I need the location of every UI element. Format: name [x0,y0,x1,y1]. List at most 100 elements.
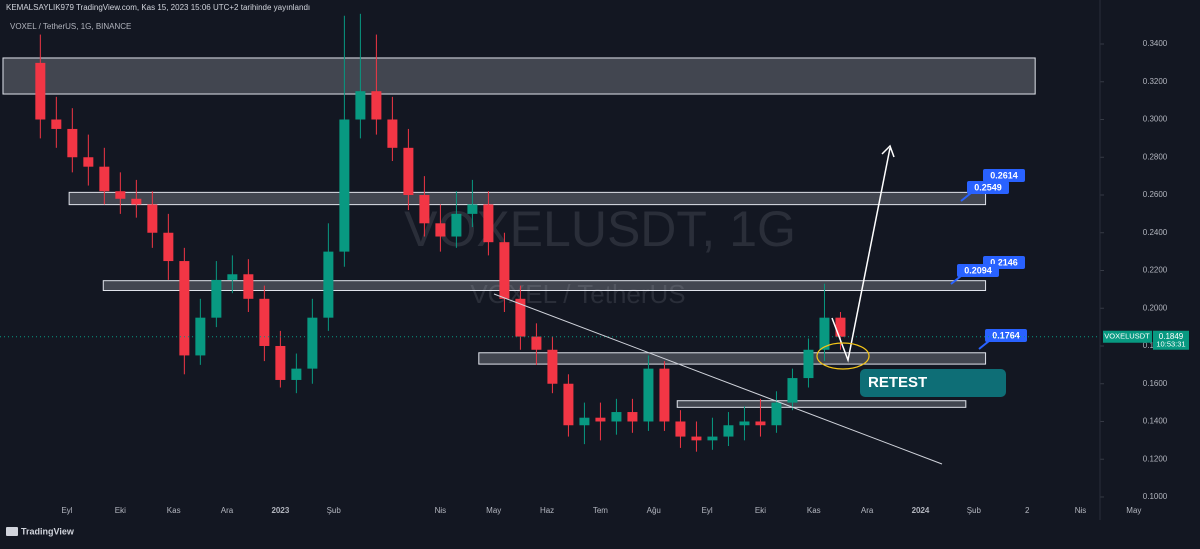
y-tick-label: 0.2000 [1143,303,1168,312]
x-tick-label: Nis [435,506,447,515]
candle-body [595,417,606,422]
callout-label: 0.2146 [990,257,1018,267]
retest-ellipse [816,342,870,370]
callout-label: 0.1764 [992,330,1020,340]
x-tick-label: 2023 [271,506,289,515]
candle-body [675,421,686,437]
callout-pointer [950,275,962,285]
candle-body [179,261,190,356]
plot: 0.10000.12000.14000.16000.18000.20000.22… [0,0,1189,520]
candle-body [723,425,734,437]
candle-body [371,91,382,120]
retest-box [860,369,1006,397]
footer-brand: TradingView [21,526,75,536]
projection-arrow [831,147,891,363]
callout-label: 0.2094 [964,265,992,275]
candle-body [627,412,638,422]
x-tick-label: Eyl [702,506,713,515]
candle-body [755,421,766,426]
candle-body [275,345,286,380]
candle-body [339,119,350,252]
y-tick-label: 0.1600 [1143,379,1168,388]
candle-body [83,157,94,167]
x-tick-label: Ağu [647,506,661,515]
last-price-box [1153,330,1189,350]
candle-body [115,191,126,199]
x-tick-label: Kas [167,506,181,515]
x-tick-label: Şub [967,506,982,515]
callout-box [957,264,999,277]
candle-body [387,119,398,148]
candle-body [211,279,222,318]
callout-box [983,169,1025,182]
candle-body [99,166,110,192]
candle-body [803,349,814,379]
x-tick-label: May [1126,506,1141,515]
zone [478,352,987,365]
candle-body [291,368,302,380]
y-tick-label: 0.1400 [1143,417,1168,426]
zone [102,280,987,291]
candle-body [131,198,142,205]
candle-body [67,128,78,158]
callout-label: 0.2549 [974,182,1002,192]
candle-body [35,62,46,120]
callout-box [967,181,1009,194]
candle-body [739,421,750,426]
x-tick-label: 2024 [912,506,930,515]
candle-body [515,298,526,337]
candle-body [611,412,622,422]
candle-body [243,274,254,299]
watermark: VOXELUSDT, 1G [404,201,796,257]
candle-body [579,417,590,426]
last-price-name: VOXELUSDT [1104,332,1150,341]
x-tick-label: 2 [1025,506,1030,515]
y-tick-label: 0.2200 [1143,266,1168,275]
y-tick-label: 0.2800 [1143,152,1168,161]
candle-body [403,147,414,195]
candle-body [563,383,574,426]
logo [6,527,18,536]
y-tick-label: 0.3200 [1143,77,1168,86]
callout-pointer [960,192,972,202]
candle-body [819,317,830,350]
candle-body [547,349,558,384]
x-tick-label: May [486,506,501,515]
y-tick-label: 0.2600 [1143,190,1168,199]
symbol-line: VOXEL / TetherUS, 1G, BINANCE [10,22,131,31]
x-tick-label: Ara [221,506,234,515]
candle-body [419,194,430,224]
callout-box [985,329,1027,342]
zone [676,400,967,408]
zone [68,191,987,206]
candle-body [643,368,654,422]
candle-body [259,298,270,346]
callout-label: 0.2614 [990,170,1018,180]
x-tick-label: Haz [540,506,554,515]
x-tick-label: Eki [115,506,126,515]
x-tick-label: Nis [1075,506,1087,515]
y-tick-label: 0.3000 [1143,115,1168,124]
candle-body [307,317,318,369]
last-price-label: 0.1849 [1159,332,1184,341]
callout-pointer [978,340,990,350]
countdown: 10:53:31 [1156,340,1185,349]
candle-body [691,436,702,441]
candle-body [787,378,798,403]
x-tick-label: Tem [593,506,608,515]
candle-body [355,91,366,120]
candle-body [659,368,670,422]
y-tick-label: 0.2400 [1143,228,1168,237]
y-tick-label: 0.1200 [1143,454,1168,463]
candle-body [531,336,542,350]
candle-body [323,251,334,318]
arrow-head [881,144,895,158]
y-tick-label: 0.1000 [1143,492,1168,501]
candle-body [163,232,174,262]
candle-body [771,402,782,426]
last-price-name-box [1103,330,1152,343]
candle-body [451,213,462,237]
